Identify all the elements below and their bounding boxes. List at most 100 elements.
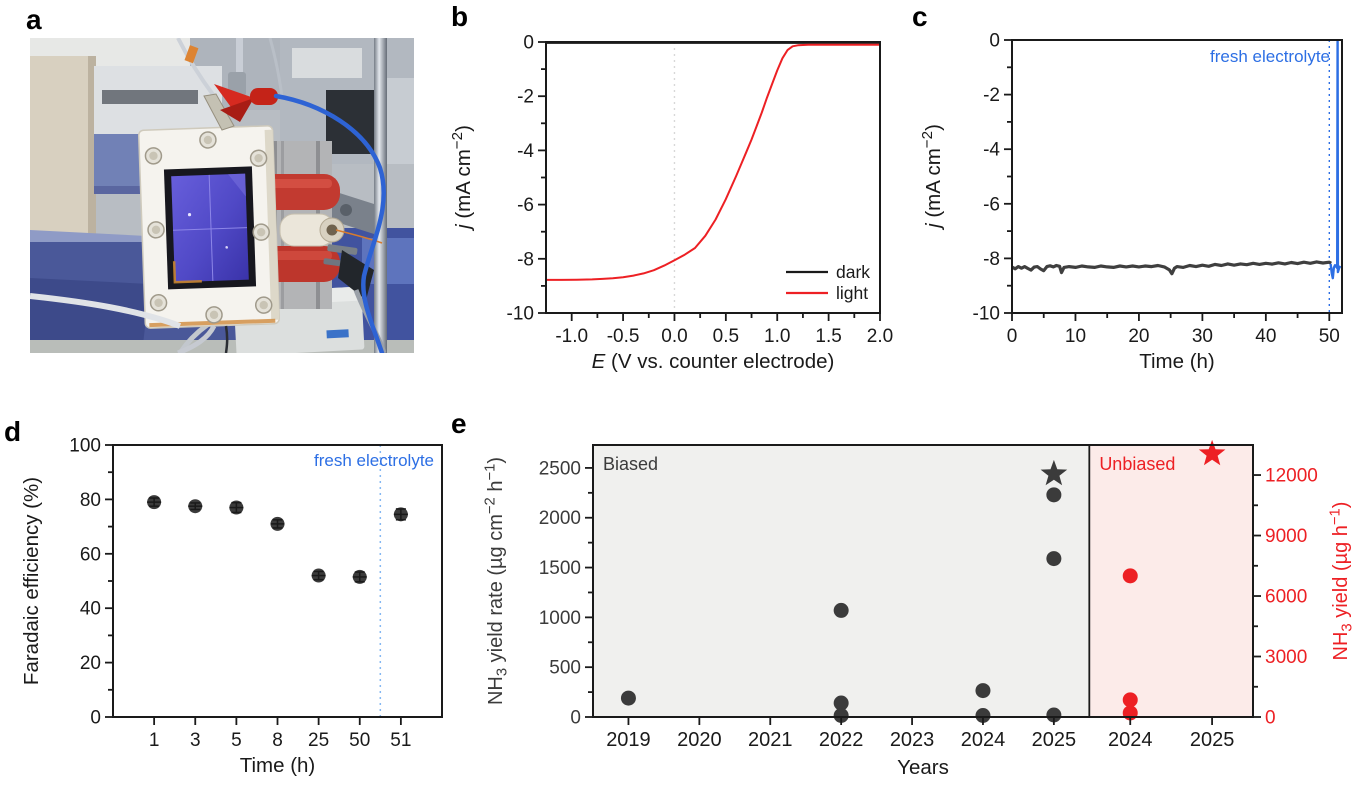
x-tick-label: 50 <box>349 730 370 751</box>
y-tick-label: -10 <box>973 304 1000 325</box>
region-bg-unbiased <box>1089 445 1253 717</box>
support-rod <box>374 38 387 353</box>
x-tick-label: 2.0 <box>867 326 893 347</box>
thin-black-wire <box>224 325 229 353</box>
x-tick-label: 20 <box>1128 326 1149 347</box>
fresh-electrolyte-transient-curve <box>1329 40 1342 280</box>
plot-frame <box>112 444 443 718</box>
annotation-fresh-electrolyte: fresh electrolyte <box>1210 47 1330 66</box>
y-tick-label: 2000 <box>539 508 581 529</box>
y2-tick-label: 9000 <box>1265 526 1307 547</box>
data-point-biased <box>833 708 849 724</box>
data-point-biased <box>1046 707 1062 723</box>
data-point-biased <box>975 708 991 724</box>
plot-frame <box>545 41 881 314</box>
jv-curve-chart: -1.0 -0.5 0.0 0.5 1.0 1.5 2.0 0 -2 -4 -6 -8 -10 E (V … <box>449 33 893 374</box>
x-tick-label: 2025 <box>1190 729 1235 751</box>
faradaic-efficiency-chart: 1 3 5 8 25 50 51 0 20 40 60 80 100 Time (h) Faradaic e… <box>20 436 443 777</box>
y2-tick-label: 0 <box>1265 708 1276 729</box>
y-tick-label: 0 <box>989 31 1000 52</box>
x-tick-label: 2022 <box>819 729 864 751</box>
y2-tick-label: 12000 <box>1265 466 1318 487</box>
region-label-biased: Biased <box>603 454 658 474</box>
x-tick-label: 2019 <box>606 729 651 751</box>
y-tick-label: 0 <box>570 708 581 729</box>
x-tick-label: 5 <box>231 730 242 751</box>
data-point-biased <box>1046 487 1062 503</box>
star-marker-unbiased <box>1198 439 1226 466</box>
ceramic-feedthrough <box>279 213 383 268</box>
y-tick-label: 500 <box>549 658 581 679</box>
region-label-unbiased: Unbiased <box>1099 454 1175 474</box>
y-tick-label: 40 <box>80 599 101 620</box>
y-tick-label: -6 <box>983 194 1000 215</box>
y-tick-label: -8 <box>983 249 1000 270</box>
cell-front-plate <box>137 125 280 329</box>
panel-label-c: c <box>912 1 928 32</box>
x-tick-label: 0.0 <box>661 326 687 347</box>
y-tick-label: -2 <box>983 85 1000 106</box>
x-axis-title: Time (h) <box>1139 350 1215 373</box>
x-tick-label: 2024 <box>1108 729 1153 751</box>
y-tick-label: 1500 <box>539 558 581 579</box>
region-bg-biased <box>593 445 1090 717</box>
data-point-unbiased <box>1122 692 1138 708</box>
x-axis-title: E (V vs. counter electrode) <box>592 350 835 373</box>
light-curve <box>546 43 880 281</box>
y-tick-label: -8 <box>517 249 534 270</box>
x-tick-label: 1 <box>149 730 160 751</box>
plot-frame <box>1011 39 1343 314</box>
x-tick-label: 25 <box>308 730 329 751</box>
panel-label-e: e <box>451 408 467 439</box>
x-tick-label: 2020 <box>677 729 722 751</box>
gas-tube <box>176 38 216 98</box>
panel-label-d: d <box>4 416 22 447</box>
legend-label: dark <box>836 262 870 282</box>
setup-photo <box>30 38 414 353</box>
y-tick-label: 80 <box>80 490 101 511</box>
solar-cell-window <box>171 173 249 283</box>
x-tick-label: 1.5 <box>815 326 841 347</box>
y2-tick-label: 6000 <box>1265 587 1307 608</box>
x-tick-label: -1.0 <box>555 326 588 347</box>
red-clamps <box>260 174 340 282</box>
panel-label-b: b <box>451 1 469 32</box>
data-point-biased <box>833 602 849 618</box>
data-point-biased <box>833 695 849 711</box>
data-point-biased <box>975 683 991 699</box>
y-tick-label: -2 <box>517 87 534 108</box>
x-tick-label: 1.0 <box>764 326 790 347</box>
top-contact <box>203 84 278 131</box>
x-tick-label: 2024 <box>961 729 1006 751</box>
y-tick-label: 20 <box>80 653 101 674</box>
x-tick-label: 51 <box>390 730 411 751</box>
y-tick-label: 0 <box>90 708 101 729</box>
y-tick-label: -10 <box>507 304 534 325</box>
blue-wire <box>273 93 386 353</box>
x-tick-label: 2025 <box>1032 729 1077 751</box>
x-axis-title: Years <box>897 756 949 779</box>
x-tick-label: 0.5 <box>713 326 739 347</box>
panel-label-a: a <box>26 4 42 35</box>
x-tick-label: 2023 <box>890 729 935 751</box>
y-tick-label: 2500 <box>539 458 581 479</box>
y-axis-title: Faradaic efficiency (%) <box>20 477 43 685</box>
x-tick-label: 2021 <box>748 729 793 751</box>
star-marker-biased <box>1040 459 1068 486</box>
right-axis-title: NH3 yield (µg h−1) <box>1327 502 1355 661</box>
yield-comparison-chart: Biased Unbiased 2019 2020 2021 2022 2023 2024 20… <box>482 439 1355 779</box>
y-tick-label: 1000 <box>539 608 581 629</box>
y-tick-label: 100 <box>69 436 101 457</box>
data-point-biased <box>620 690 636 706</box>
y2-tick-label: 3000 <box>1265 647 1307 668</box>
x-tick-label: 30 <box>1192 326 1213 347</box>
bolts <box>144 131 273 324</box>
outlet-tube <box>177 324 217 353</box>
x-tick-label: 0 <box>1007 326 1018 347</box>
x-tick-label: 10 <box>1065 326 1086 347</box>
x-tick-label: -0.5 <box>607 326 640 347</box>
legend-label: light <box>836 283 868 303</box>
y-axis-title: j (mA cm−2) <box>449 125 475 232</box>
y-tick-label: 60 <box>80 544 101 565</box>
y-axis-title: j (mA cm−2) <box>919 124 945 231</box>
